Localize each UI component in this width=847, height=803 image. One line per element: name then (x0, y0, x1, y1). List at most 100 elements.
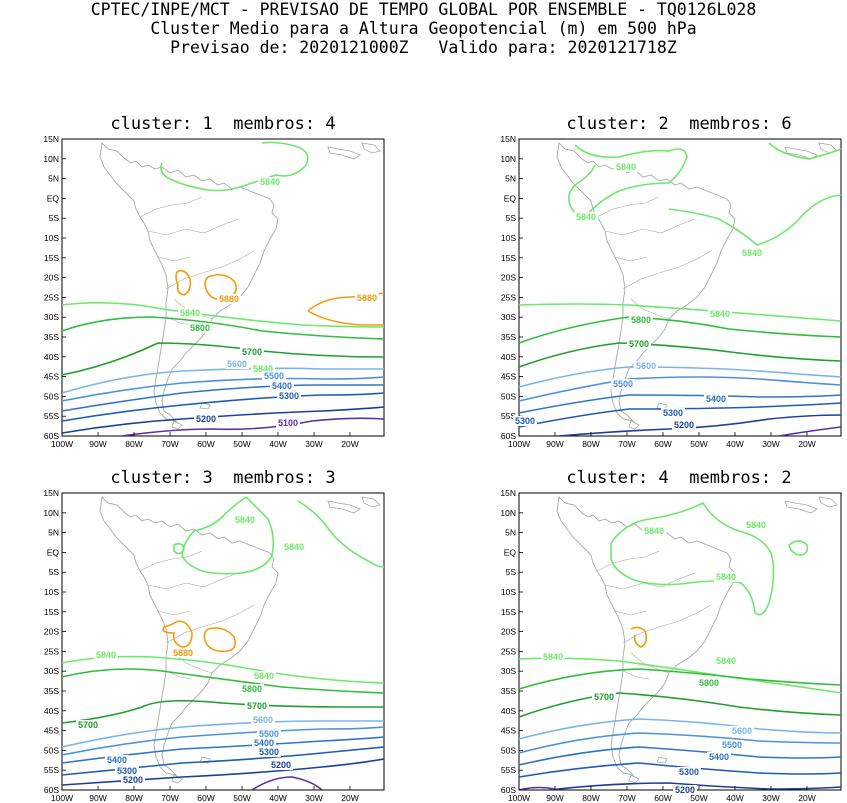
contour-5500 (519, 376, 841, 402)
contour-label-bg (355, 293, 379, 303)
lat-tick-label: 10S (501, 233, 516, 243)
lat-tick-label: 10N (500, 154, 516, 164)
lat-tick-label: 10S (44, 233, 59, 243)
lat-tick-label: 15S (44, 607, 59, 617)
contour-5100 (121, 417, 384, 436)
contour-label-bg (661, 408, 685, 418)
island-outline (656, 756, 668, 764)
contour-5840 (297, 500, 384, 568)
contour-label-5700: 5700 (247, 701, 267, 711)
lon-tick-label: 30W (762, 439, 779, 449)
subtitle-variable: Cluster Medio para a Altura Geopotencial… (150, 19, 697, 38)
lat-tick-label: 10S (44, 587, 59, 597)
contour-label-5500: 5500 (722, 740, 742, 750)
subtitle-dates: Previsao de: 2020121000Z Valido para: 20… (170, 38, 677, 57)
country-border (596, 196, 660, 218)
lon-tick-label: 30W (305, 793, 322, 803)
contour-label-bg (697, 678, 721, 688)
contour-label-5840: 5840 (746, 520, 766, 530)
contour-5200 (558, 414, 841, 436)
lat-tick-label: 40S (44, 352, 59, 362)
contour-5500 (62, 726, 384, 756)
lat-tick-label: 5S (49, 567, 60, 577)
lon-tick-label: 40W (269, 439, 286, 449)
contour-label-5800: 5800 (631, 315, 651, 325)
lat-tick-label: 55S (501, 411, 516, 421)
lon-tick-label: 80W (125, 793, 142, 803)
contour-label-bg (178, 308, 202, 318)
lat-tick-label: 25S (44, 646, 59, 656)
contour-label-5400: 5400 (706, 394, 726, 404)
country-border (622, 250, 712, 290)
panel-title-cluster-1: cluster: 1 membros: 4 (110, 114, 336, 134)
contour-5800 (62, 668, 384, 694)
lat-tick-label: 35S (44, 332, 59, 342)
lat-tick-label: EQ (47, 547, 60, 557)
lat-tick-label: 35S (44, 686, 59, 696)
map-panel-cluster-2: 15N 10N 5N EQ 5S 10S 15S 20S 25S 30S 35S 40S 45S 50S 5… (500, 134, 842, 449)
contour-label-5400: 5400 (709, 752, 729, 762)
contour-5300 (62, 392, 384, 422)
contour-label-5700: 5700 (629, 339, 649, 349)
lat-tick-label: 15N (43, 488, 59, 498)
contour-label-5600: 5600 (732, 726, 752, 736)
contour-label-5840: 5840 (254, 671, 274, 681)
lat-tick-label: 15N (500, 134, 516, 144)
lon-tick-label: 30W (762, 793, 779, 803)
island-outline (327, 500, 361, 514)
contour-label-bg (194, 414, 218, 424)
lon-tick-label: 30W (305, 439, 322, 449)
contour-label-bg (677, 767, 701, 777)
panel-title-cluster-3: cluster: 3 membros: 3 (110, 468, 336, 488)
island-outline (361, 142, 381, 154)
contour-5100 (519, 786, 560, 790)
contour-5840 (788, 540, 809, 556)
lat-tick-label: 10N (43, 508, 59, 518)
panel-title-cluster-2: cluster: 2 membros: 6 (566, 114, 792, 134)
country-border (139, 550, 203, 572)
contour-label-bg (251, 364, 275, 374)
contour-label-bg (121, 775, 145, 785)
contour-5500 (519, 732, 841, 754)
lat-tick-label: 45S (501, 372, 516, 382)
lon-tick-label: 80W (125, 439, 142, 449)
contour-5300 (519, 402, 841, 428)
contour-label-5840: 5840 (260, 177, 280, 187)
lon-tick-label: 50W (233, 793, 250, 803)
lat-tick-label: 35S (501, 686, 516, 696)
lat-tick-label: 15N (43, 134, 59, 144)
lon-tick-label: 40W (269, 793, 286, 803)
contour-label-bg (740, 248, 764, 258)
contour-label-5700: 5700 (594, 692, 614, 702)
contour-5100 (251, 776, 323, 790)
lat-tick-label: 5N (48, 528, 59, 538)
contour-label-5880: 5880 (173, 648, 193, 658)
map-panel-cluster-4: 15N 10N 5N EQ 5S 10S 15S 20S 25S 30S 35S 40S 45S 50S 5… (500, 488, 842, 803)
contour-label-bg (634, 361, 658, 371)
lon-tick-label: 50W (690, 793, 707, 803)
lon-tick-label: 90W (546, 793, 563, 803)
map-panel-cluster-1: 15N 10N 5N EQ 5S 10S 15S 20S 25S 30S 35S 40S 45S 50S 5… (43, 134, 385, 449)
lat-tick-label: 30S (44, 666, 59, 676)
lat-tick-label: 5N (505, 528, 516, 538)
lat-tick-label: 45S (501, 726, 516, 736)
lon-tick-label: 20W (341, 793, 358, 803)
main-title: CPTEC/INPE/MCT - PREVISAO DE TEMPO GLOBA… (90, 0, 757, 19)
contour-label-5500: 5500 (264, 371, 284, 381)
contour-label-5700: 5700 (242, 347, 262, 357)
lon-tick-label: 50W (690, 439, 707, 449)
contour-label-bg (714, 572, 738, 582)
contour-5840 (768, 142, 841, 160)
contour-5880 (175, 269, 192, 296)
lat-tick-label: 30S (501, 666, 516, 676)
contour-5100 (778, 426, 841, 436)
island-outline (361, 496, 381, 508)
contour-5840 (610, 501, 775, 616)
contour-label-bg (252, 738, 276, 748)
lat-tick-label: 15N (500, 488, 516, 498)
country-border (596, 550, 660, 572)
contour-label-bg (251, 715, 275, 725)
lon-tick-label: 100W (51, 793, 73, 803)
lat-tick-label: 20S (44, 627, 59, 637)
contour-label-5840: 5840 (543, 652, 563, 662)
